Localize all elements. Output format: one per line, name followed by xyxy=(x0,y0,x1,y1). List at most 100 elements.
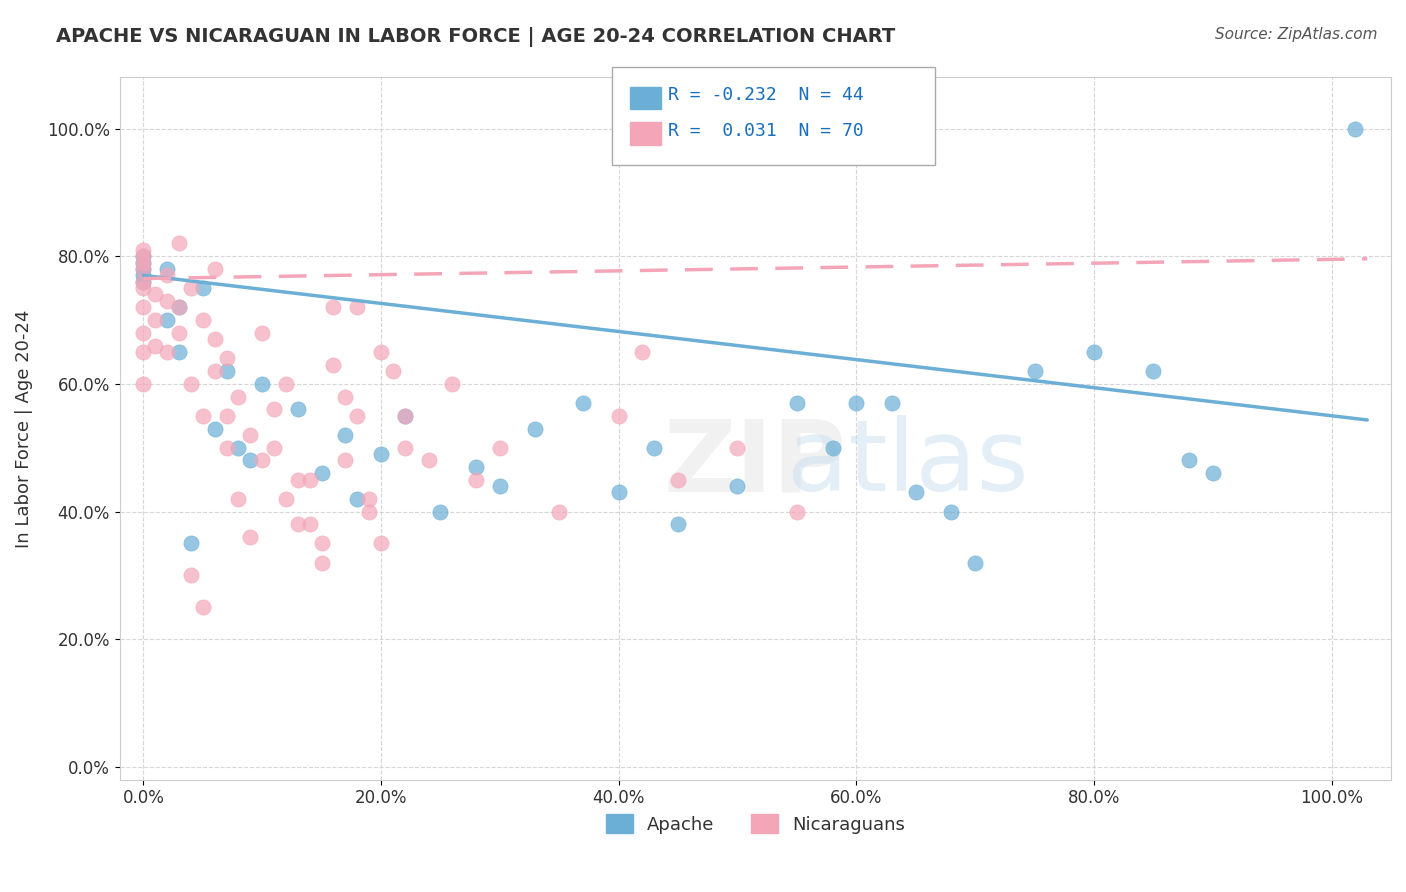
Point xyxy=(965,556,987,570)
Point xyxy=(346,300,368,314)
Point xyxy=(167,300,190,314)
Point xyxy=(167,300,190,314)
Y-axis label: In Labor Force | Age 20-24: In Labor Force | Age 20-24 xyxy=(15,310,32,548)
Point xyxy=(335,390,357,404)
Point xyxy=(489,441,512,455)
Point xyxy=(167,326,190,340)
Point xyxy=(845,396,868,410)
Point xyxy=(204,364,226,378)
Point xyxy=(239,428,262,442)
Point xyxy=(263,441,285,455)
Point xyxy=(441,376,464,391)
Point xyxy=(311,556,333,570)
Point xyxy=(132,249,155,263)
Point xyxy=(156,313,179,327)
Point xyxy=(215,409,238,423)
Point xyxy=(489,479,512,493)
Point xyxy=(191,281,214,295)
Point xyxy=(370,536,392,550)
Point xyxy=(228,491,250,506)
Point xyxy=(394,409,416,423)
Text: R = -0.232  N = 44: R = -0.232 N = 44 xyxy=(668,87,863,104)
Point xyxy=(359,491,381,506)
Point xyxy=(156,293,179,308)
Point xyxy=(143,338,166,352)
Point xyxy=(228,390,250,404)
Point xyxy=(631,345,654,359)
Point xyxy=(132,326,155,340)
Point xyxy=(132,345,155,359)
Point xyxy=(215,351,238,366)
Point xyxy=(132,262,155,277)
Point xyxy=(381,364,404,378)
Point xyxy=(322,300,344,314)
Point xyxy=(346,491,368,506)
Point xyxy=(904,485,927,500)
Point xyxy=(418,453,440,467)
Text: ZIP: ZIP xyxy=(664,415,846,512)
Point xyxy=(298,517,321,532)
Point xyxy=(228,441,250,455)
Point xyxy=(156,268,179,283)
Point xyxy=(346,409,368,423)
Point xyxy=(607,485,630,500)
Point xyxy=(180,376,202,391)
Point xyxy=(1142,364,1164,378)
Point xyxy=(156,345,179,359)
Point xyxy=(274,491,297,506)
Point xyxy=(132,275,155,289)
Point xyxy=(572,396,595,410)
Point xyxy=(524,421,547,435)
Point xyxy=(370,447,392,461)
Point xyxy=(941,504,963,518)
Point xyxy=(394,441,416,455)
Point xyxy=(250,453,273,467)
Point xyxy=(132,275,155,289)
Point xyxy=(359,504,381,518)
Point xyxy=(821,441,844,455)
Point xyxy=(250,376,273,391)
Point xyxy=(167,236,190,251)
Point xyxy=(132,300,155,314)
Point xyxy=(132,249,155,263)
Point xyxy=(727,441,749,455)
Point xyxy=(204,262,226,277)
Point xyxy=(880,396,903,410)
Point xyxy=(335,428,357,442)
Point xyxy=(156,262,179,277)
Point xyxy=(394,409,416,423)
Point xyxy=(429,504,451,518)
Point xyxy=(132,376,155,391)
Point xyxy=(180,568,202,582)
Point xyxy=(215,441,238,455)
Point xyxy=(1344,121,1367,136)
Point xyxy=(204,332,226,346)
Point xyxy=(132,243,155,257)
Point xyxy=(1178,453,1201,467)
Point xyxy=(1083,345,1105,359)
Point xyxy=(643,441,665,455)
Point xyxy=(666,473,689,487)
Point xyxy=(191,409,214,423)
Point xyxy=(132,281,155,295)
Point xyxy=(786,504,808,518)
Text: APACHE VS NICARAGUAN IN LABOR FORCE | AGE 20-24 CORRELATION CHART: APACHE VS NICARAGUAN IN LABOR FORCE | AG… xyxy=(56,27,896,46)
Point xyxy=(1202,467,1225,481)
Text: atlas: atlas xyxy=(787,415,1029,512)
Point xyxy=(239,530,262,544)
Point xyxy=(132,268,155,283)
Point xyxy=(132,255,155,269)
Point xyxy=(250,326,273,340)
Text: Source: ZipAtlas.com: Source: ZipAtlas.com xyxy=(1215,27,1378,42)
Point xyxy=(465,473,488,487)
Text: R =  0.031  N = 70: R = 0.031 N = 70 xyxy=(668,122,863,140)
Point xyxy=(322,358,344,372)
Point xyxy=(311,467,333,481)
Point xyxy=(548,504,571,518)
Point xyxy=(298,473,321,487)
Point xyxy=(274,376,297,391)
Point xyxy=(180,281,202,295)
Point xyxy=(727,479,749,493)
Point xyxy=(287,402,309,417)
Point xyxy=(370,345,392,359)
